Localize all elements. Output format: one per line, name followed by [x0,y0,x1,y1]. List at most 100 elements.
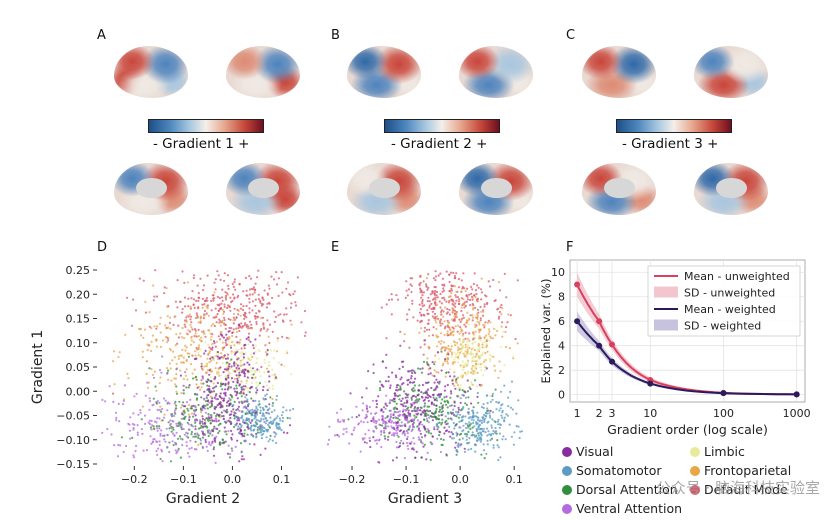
scatter-point [411,447,414,450]
scatter-point [456,361,460,364]
scatter-point [104,400,107,403]
scatter-point [399,344,402,347]
scatter-point [386,438,390,441]
scatter-point [239,374,242,377]
scatter-point [453,285,456,288]
scatter-point [249,366,252,370]
scatter-point [233,280,236,284]
scatter-point [266,348,269,352]
scatter-point [278,422,281,426]
scatter-point [203,314,206,317]
scatter-point [466,362,469,365]
scatter-point [182,384,185,387]
scatter-point [327,438,331,441]
scatter-point [144,394,147,397]
scatter-point [244,439,247,442]
scatter-point [228,372,231,375]
scatter-point [447,417,450,420]
scatter-point [152,284,155,287]
scatter-point [206,449,209,452]
scatter-point [436,381,439,384]
scatter-point [359,450,362,453]
scatter-point [216,270,219,273]
scatter-point [464,396,468,399]
scatter-point [404,405,407,408]
scatter-point [176,342,179,345]
scatter-point [173,414,176,417]
scatter-point [488,412,491,415]
scatter-point [289,409,292,412]
scatter-point [450,355,453,358]
scatter-point [254,304,257,307]
scatter-point [113,383,116,386]
scatter-point [168,321,171,324]
scatter-point [146,360,149,363]
scatter-point [381,417,384,421]
scatter-point [422,392,425,395]
scatter-point [457,411,460,414]
scatter-point [200,365,203,368]
scatter-point [443,426,446,429]
scatter-point [222,357,225,360]
scatter-point [513,431,516,434]
scatter-point [402,442,405,445]
scatter-point [509,390,512,393]
scatter-point [163,413,166,416]
scatter-point [197,403,200,407]
scatter-point [477,434,481,437]
scatter-point [389,399,392,402]
scatter-point [410,396,413,399]
scatter-point [478,428,481,431]
y-tick-label: 0.15 [66,313,91,326]
scatter-point [268,386,271,390]
scatter-point [266,319,269,322]
scatter-point [420,313,423,316]
scatter-point [454,325,457,328]
scatter-point [255,418,258,421]
scatter-point [504,438,507,441]
scatter-point [148,325,151,328]
scatter-point [405,416,408,419]
scatter-point [185,332,188,335]
scatter-point [463,303,466,306]
scatter-point [234,318,237,321]
legend-somatomotor: Somatomotor [562,463,661,478]
scatter-point [230,436,233,439]
scatter-point [186,281,189,284]
scatter-point [221,383,224,386]
scatter-point [271,384,274,387]
scatter-point [426,388,430,391]
scatter-point [220,397,223,400]
scatter-point [159,376,162,379]
scatter-point [265,330,268,333]
scatter-point [224,410,227,413]
scatter-point [259,419,262,422]
scatter-point [167,369,170,372]
scatter-point [200,336,203,339]
scatter-point [398,410,401,413]
scatter-point [273,377,276,381]
scatter-point [464,350,467,353]
scatter-point [355,405,358,408]
scatter-point [201,368,204,371]
scatter-point [174,441,177,444]
scatter-point [396,395,400,398]
scatter-point [412,448,415,451]
scatter-point [396,384,399,387]
scatter-point [508,347,511,350]
scatter-point [288,424,292,427]
scatter-point [258,426,261,429]
scatter-point [255,435,258,438]
x-axis-label: Gradient order (log scale) [607,422,768,437]
scatter-point [131,436,134,439]
scatter-point [241,371,244,374]
scatter-point [204,425,207,428]
scatter-point [360,420,363,423]
scatter-point [191,328,194,331]
scatter-point [236,392,239,395]
scatter-point [252,377,255,380]
scatter-point [357,422,361,425]
scatter-point [212,299,215,302]
scatter-point [285,307,288,310]
scatter-point [451,362,454,365]
